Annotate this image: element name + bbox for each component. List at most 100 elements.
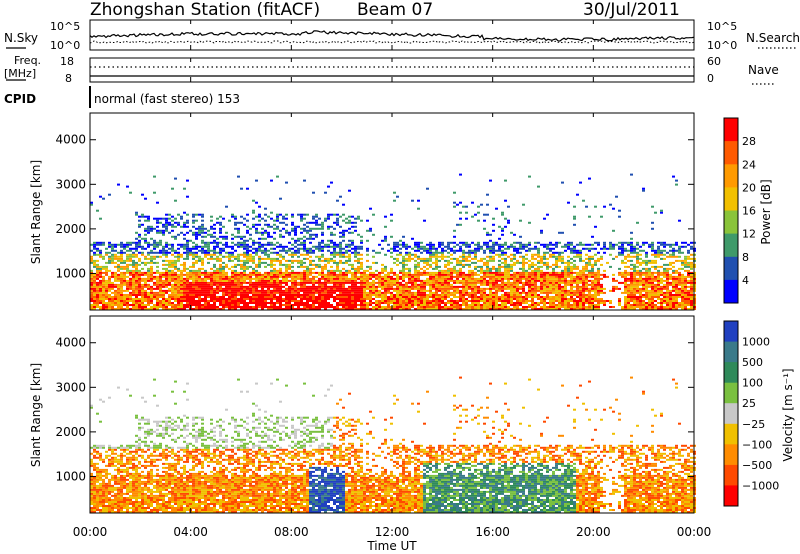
heatmap-cell (591, 294, 594, 296)
heatmap-cell (201, 308, 204, 310)
heatmap-cell (465, 308, 468, 310)
heatmap-cell (378, 296, 381, 298)
heatmap-cell (375, 296, 378, 298)
heatmap-cell (135, 213, 138, 216)
heatmap-cell (171, 283, 174, 286)
heatmap-cell (579, 296, 582, 298)
heatmap-cell (102, 283, 105, 286)
heatmap-cell (270, 259, 273, 262)
heatmap-cell (489, 283, 492, 286)
heatmap-cell (219, 277, 222, 280)
heatmap-cell (156, 285, 159, 288)
heatmap-cell (339, 281, 342, 284)
heatmap-cell (327, 298, 330, 300)
heatmap-cell (456, 308, 459, 310)
heatmap-cell (351, 215, 354, 218)
heatmap-cell (303, 291, 306, 294)
heatmap-cell (99, 306, 102, 308)
heatmap-cell (543, 251, 546, 254)
heatmap-cell (315, 247, 318, 250)
date-label: 30/Jul/2011 (583, 0, 680, 20)
heatmap-cell (450, 271, 453, 274)
heatmap-cell (345, 249, 348, 252)
heatmap-cell (333, 213, 336, 216)
heatmap-cell (141, 213, 144, 216)
heatmap-cell (441, 255, 444, 258)
heatmap-cell (228, 277, 231, 280)
heatmap-cell (297, 304, 300, 306)
heatmap-cell (174, 306, 177, 308)
heatmap-cell (255, 277, 258, 280)
heatmap-cell (177, 285, 180, 288)
heatmap-cell (435, 247, 438, 250)
heatmap-cell (159, 287, 162, 290)
heatmap-cell (210, 291, 213, 294)
heatmap-cell (399, 277, 402, 280)
heatmap-cell (585, 243, 588, 246)
heatmap-cell (297, 259, 300, 262)
heatmap-cell (204, 283, 207, 286)
heatmap-cell (474, 285, 477, 288)
heatmap-cell (210, 304, 213, 306)
heatmap-cell (486, 300, 489, 302)
heatmap-cell (276, 279, 279, 282)
heatmap-cell (501, 273, 504, 276)
heatmap-cell (363, 269, 366, 272)
heatmap-cell (402, 298, 405, 300)
heatmap-cell (237, 255, 240, 258)
heatmap-cell (453, 201, 456, 204)
heatmap-cell (180, 273, 183, 276)
heatmap-cell (252, 306, 255, 308)
heatmap-cell (426, 263, 429, 266)
heatmap-cell (288, 253, 291, 256)
heatmap-cell (591, 287, 594, 290)
heatmap-cell (294, 241, 297, 244)
heatmap-cell (222, 296, 225, 298)
heatmap-cell (288, 273, 291, 276)
heatmap-cell (204, 302, 207, 304)
heatmap-cell (378, 306, 381, 308)
heatmap-cell (111, 285, 114, 288)
heatmap-cell (348, 277, 351, 280)
heatmap-cell (273, 294, 276, 296)
heatmap-cell (126, 294, 129, 296)
heatmap-cell (390, 235, 393, 238)
heatmap-cell (354, 269, 357, 272)
heatmap-cell (303, 289, 306, 292)
heatmap-cell (279, 213, 282, 216)
heatmap-cell (597, 289, 600, 292)
heatmap-cell (135, 243, 138, 246)
heatmap-cell (540, 287, 543, 290)
heatmap-cell (291, 279, 294, 282)
heatmap-cell (543, 291, 546, 294)
heatmap-cell (96, 277, 99, 280)
heatmap-cell (210, 287, 213, 290)
heatmap-cell (585, 261, 588, 264)
heatmap-cell (177, 275, 180, 278)
heatmap-cell (288, 304, 291, 306)
heatmap-cell (498, 267, 501, 270)
heatmap-cell (93, 277, 96, 280)
heatmap-cell (471, 283, 474, 286)
heatmap-cell (123, 265, 126, 268)
heatmap-cell (258, 275, 261, 278)
heatmap-cell (174, 294, 177, 296)
heatmap-cell (171, 291, 174, 294)
heatmap-cell (408, 273, 411, 276)
heatmap-cell (525, 294, 528, 296)
heatmap-cell (168, 217, 171, 220)
heatmap-cell (96, 269, 99, 272)
heatmap-cell (264, 229, 267, 232)
heatmap-cell (147, 215, 150, 218)
heatmap-cell (273, 257, 276, 260)
heatmap-cell (285, 223, 288, 226)
heatmap-cell (540, 285, 543, 288)
heatmap-cell (573, 308, 576, 310)
heatmap-cell (441, 287, 444, 290)
heatmap-cell (390, 283, 393, 286)
heatmap-cell (465, 283, 468, 286)
heatmap-cell (222, 271, 225, 274)
heatmap-cell (621, 249, 624, 252)
heatmap-cell (282, 217, 285, 220)
heatmap-cell (339, 279, 342, 282)
